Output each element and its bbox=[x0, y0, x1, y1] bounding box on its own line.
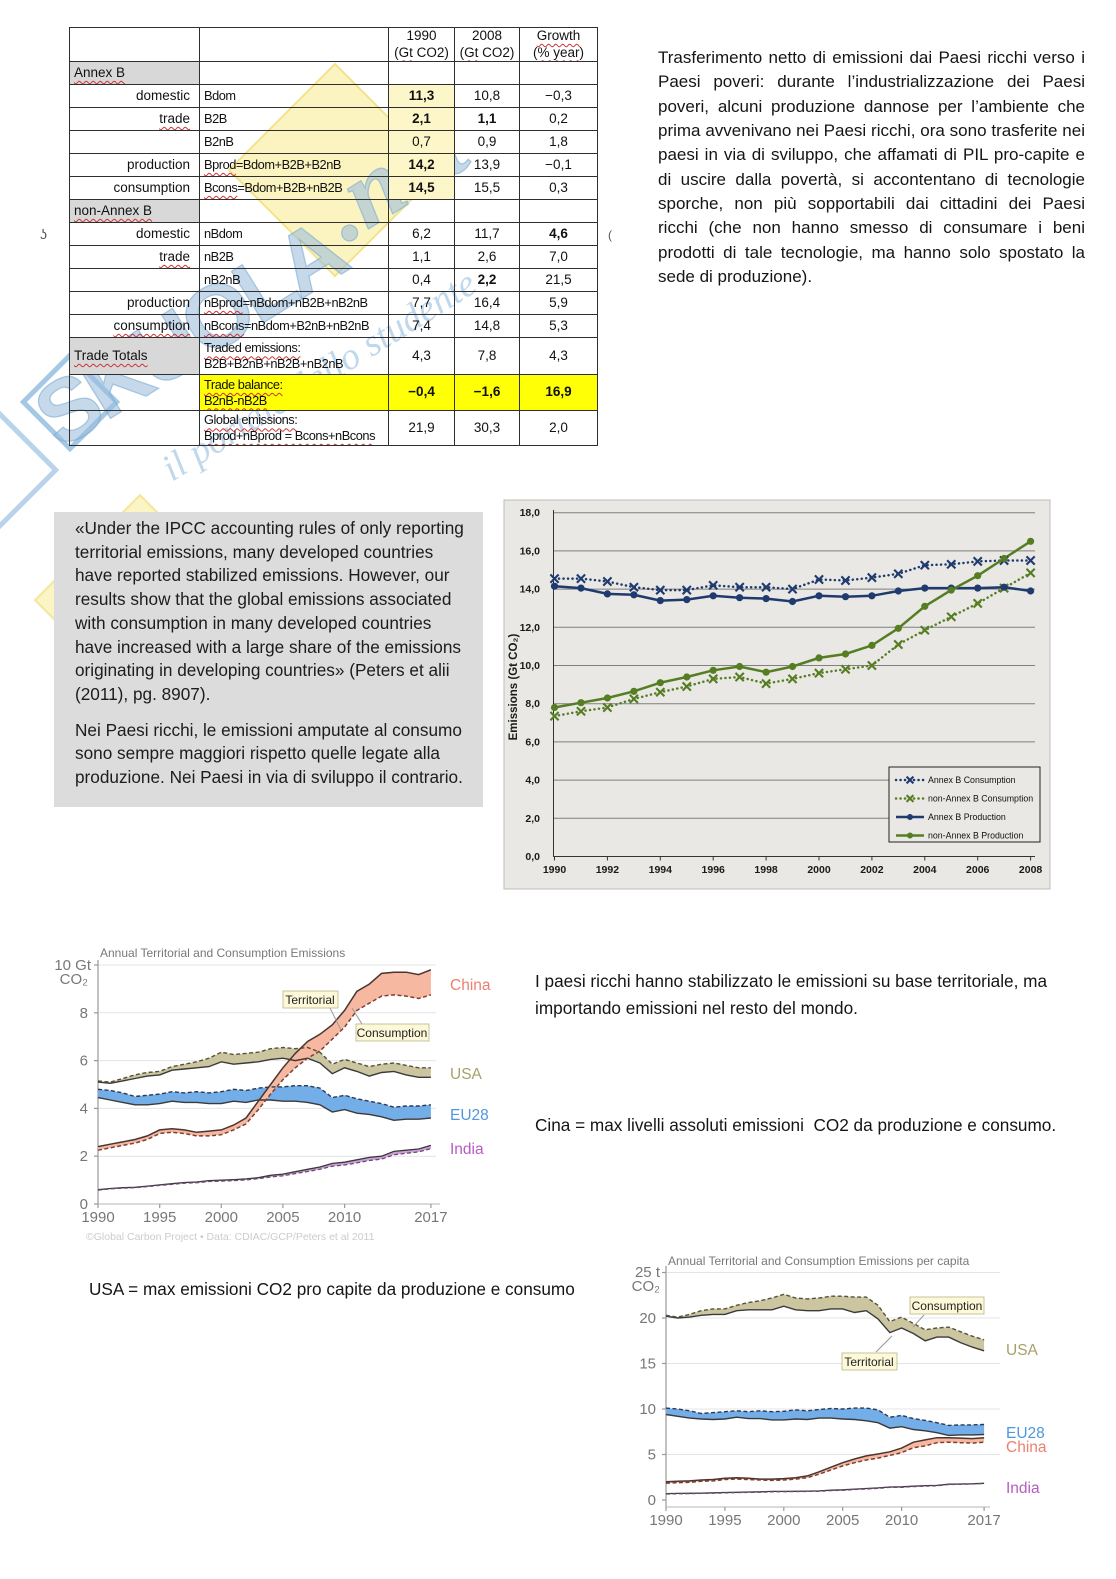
svg-text:1995: 1995 bbox=[143, 1209, 176, 1226]
svg-text:Annual Territorial and Consump: Annual Territorial and Consumption Emiss… bbox=[100, 946, 345, 960]
svg-text:4: 4 bbox=[80, 1100, 88, 1117]
svg-text:2005: 2005 bbox=[826, 1512, 859, 1529]
svg-text:non-Annex B Consumption: non-Annex B Consumption bbox=[928, 794, 1033, 804]
svg-text:12,0: 12,0 bbox=[520, 622, 541, 634]
svg-text:2,0: 2,0 bbox=[525, 813, 540, 825]
svg-text:Annex B Production: Annex B Production bbox=[928, 812, 1006, 822]
svg-text:non-Annex B Production: non-Annex B Production bbox=[928, 831, 1023, 841]
svg-text:1990: 1990 bbox=[543, 864, 567, 876]
svg-text:0: 0 bbox=[80, 1196, 88, 1213]
svg-text:10: 10 bbox=[639, 1401, 656, 1418]
svg-text:1998: 1998 bbox=[754, 864, 778, 876]
svg-text:14,0: 14,0 bbox=[520, 584, 541, 596]
svg-text:1996: 1996 bbox=[702, 864, 726, 876]
svg-text:Territorial: Territorial bbox=[844, 1355, 893, 1369]
svg-text:2017: 2017 bbox=[414, 1209, 447, 1226]
svg-text:2000: 2000 bbox=[205, 1209, 238, 1226]
svg-text:USA: USA bbox=[450, 1066, 483, 1083]
svg-text:18,0: 18,0 bbox=[520, 507, 541, 519]
svg-text:2002: 2002 bbox=[860, 864, 884, 876]
svg-text:2: 2 bbox=[80, 1148, 88, 1165]
svg-text:CO₂: CO₂ bbox=[632, 1278, 661, 1295]
svg-text:EU28: EU28 bbox=[450, 1107, 489, 1124]
svg-text:Consumption: Consumption bbox=[912, 1299, 983, 1313]
svg-text:Annex B Consumption: Annex B Consumption bbox=[928, 775, 1016, 785]
svg-text:2010: 2010 bbox=[885, 1512, 918, 1529]
svg-text:Territorial: Territorial bbox=[285, 993, 334, 1007]
svg-text:5: 5 bbox=[648, 1447, 656, 1464]
svg-text:©Global Carbon Project • Data:: ©Global Carbon Project • Data: CDIAC/GCP… bbox=[86, 1231, 375, 1243]
svg-text:EU28: EU28 bbox=[1006, 1425, 1045, 1442]
svg-text:2005: 2005 bbox=[266, 1209, 299, 1226]
svg-text:India: India bbox=[450, 1141, 484, 1158]
svg-text:2008: 2008 bbox=[1019, 864, 1043, 876]
svg-text:6: 6 bbox=[80, 1053, 88, 1070]
svg-text:Annual Territorial and Consump: Annual Territorial and Consumption Emiss… bbox=[668, 1254, 970, 1268]
svg-text:1994: 1994 bbox=[649, 864, 673, 876]
svg-text:2000: 2000 bbox=[767, 1512, 800, 1529]
svg-text:0: 0 bbox=[648, 1492, 656, 1509]
svg-text:CO₂: CO₂ bbox=[60, 971, 89, 988]
svg-text:25 t: 25 t bbox=[635, 1264, 661, 1281]
svg-text:China: China bbox=[1006, 1439, 1047, 1456]
svg-text:2006: 2006 bbox=[966, 864, 990, 876]
svg-text:India: India bbox=[1006, 1480, 1040, 1497]
svg-text:China: China bbox=[450, 977, 491, 994]
svg-text:20: 20 bbox=[639, 1310, 656, 1327]
svg-text:15: 15 bbox=[639, 1356, 656, 1373]
svg-text:1995: 1995 bbox=[708, 1512, 741, 1529]
svg-text:1990: 1990 bbox=[649, 1512, 682, 1529]
svg-text:10 Gt: 10 Gt bbox=[54, 957, 92, 974]
svg-text:1990: 1990 bbox=[81, 1209, 114, 1226]
svg-text:2000: 2000 bbox=[807, 864, 831, 876]
svg-text:10,0: 10,0 bbox=[520, 660, 541, 672]
svg-text:2010: 2010 bbox=[328, 1209, 361, 1226]
svg-text:16,0: 16,0 bbox=[520, 545, 541, 557]
svg-text:Emissions (Gt CO₂): Emissions (Gt CO₂) bbox=[508, 633, 520, 740]
svg-text:4,0: 4,0 bbox=[525, 775, 540, 787]
svg-text:8,0: 8,0 bbox=[525, 698, 540, 710]
svg-text:0,0: 0,0 bbox=[525, 851, 540, 863]
svg-text:Consumption: Consumption bbox=[357, 1026, 428, 1040]
svg-text:8: 8 bbox=[80, 1005, 88, 1022]
svg-text:USA: USA bbox=[1006, 1342, 1039, 1359]
svg-text:6,0: 6,0 bbox=[525, 736, 540, 748]
svg-text:2017: 2017 bbox=[967, 1512, 1000, 1529]
svg-text:2004: 2004 bbox=[913, 864, 937, 876]
svg-text:1992: 1992 bbox=[596, 864, 620, 876]
